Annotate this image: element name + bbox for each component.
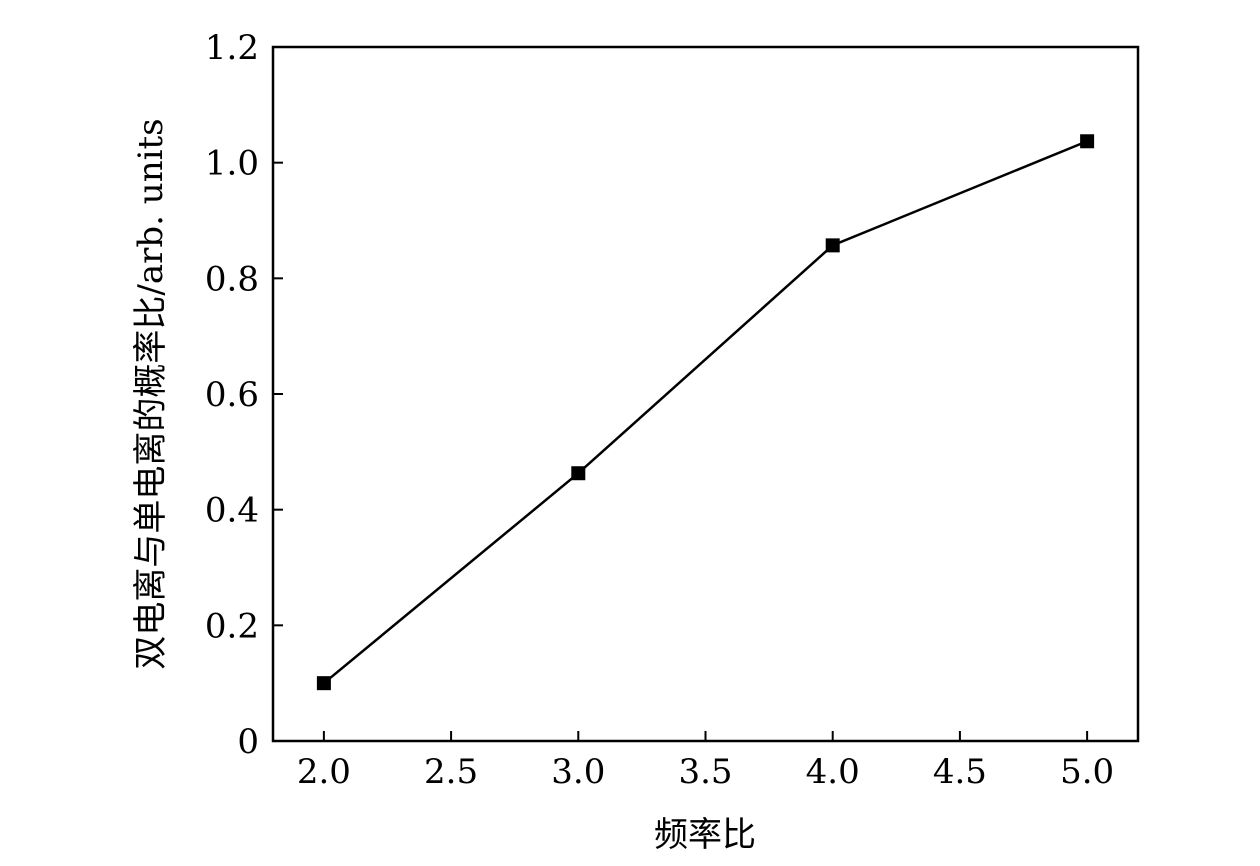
y-axis-title: 双电离与单电离的概率比/arb. units [131,118,171,669]
data-point-marker [825,238,840,253]
y-tick-label: 0.6 [205,375,259,415]
x-axis-title: 频率比 [654,815,756,855]
y-tick-label: 1.0 [205,144,259,184]
y-tick-label: 0.4 [205,491,259,531]
y-tick-label: 1.2 [205,28,259,68]
x-tick-label: 2.5 [424,752,478,792]
x-tick-label: 4.5 [933,752,987,792]
y-tick-label: 0 [237,722,259,762]
data-point-marker [571,466,586,481]
x-tick-label: 5.0 [1060,752,1114,792]
y-tick-label: 0.8 [205,259,259,299]
x-tick-label: 3.5 [678,752,732,792]
x-tick-label: 2.0 [297,752,351,792]
series-line [323,140,1088,685]
series-group [316,134,1095,691]
data-point-marker [1080,134,1095,149]
plot-frame [271,45,1140,743]
y-tick-label: 0.2 [205,606,259,646]
x-tick-label: 4.0 [806,752,860,792]
x-tick-label: 3.0 [551,752,605,792]
y-axis: 0 0.2 0.4 0.6 0.8 1.0 1.2 [205,28,283,762]
data-point-marker [316,676,331,691]
x-axis: 2.0 2.5 3.0 3.5 4.0 4.5 5.0 [297,731,1114,792]
